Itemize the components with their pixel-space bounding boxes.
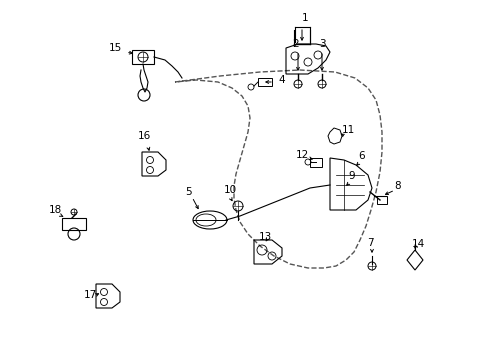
Bar (309, 158, 321, 167)
Text: 6: 6 (358, 151, 365, 161)
Text: 18: 18 (48, 205, 61, 215)
Text: 2: 2 (292, 39, 299, 49)
Text: 4: 4 (278, 75, 285, 85)
Text: 14: 14 (410, 239, 424, 249)
Text: 9: 9 (348, 171, 355, 181)
Bar (132, 50, 154, 64)
Text: 8: 8 (394, 181, 401, 191)
Text: 13: 13 (258, 232, 271, 242)
Bar (258, 78, 271, 86)
Text: 7: 7 (366, 238, 372, 248)
Text: 5: 5 (184, 187, 191, 197)
Text: 11: 11 (341, 125, 354, 135)
Text: 1: 1 (301, 13, 307, 23)
Text: 10: 10 (223, 185, 236, 195)
Text: 3: 3 (318, 39, 325, 49)
Bar (62, 218, 86, 230)
Text: 15: 15 (108, 43, 122, 53)
Text: 17: 17 (83, 290, 97, 300)
Text: 12: 12 (295, 150, 308, 160)
Text: 16: 16 (137, 131, 150, 141)
Bar (376, 196, 386, 204)
